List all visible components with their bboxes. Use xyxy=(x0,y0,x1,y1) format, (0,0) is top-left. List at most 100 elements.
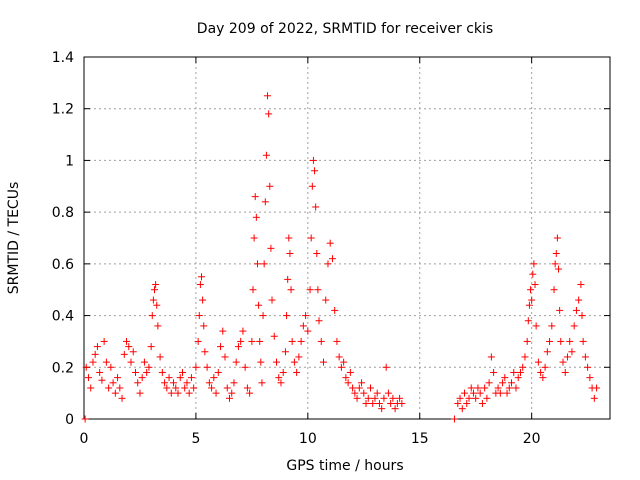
data-points xyxy=(81,92,601,423)
data-point xyxy=(521,353,529,361)
data-point xyxy=(284,275,292,283)
data-point xyxy=(96,368,104,376)
data-point xyxy=(382,363,390,371)
data-point xyxy=(223,384,231,392)
x-tick-label: 0 xyxy=(80,431,89,447)
x-tick-label: 5 xyxy=(191,431,200,447)
data-point xyxy=(556,306,564,314)
data-point xyxy=(116,384,124,392)
data-point xyxy=(566,337,574,345)
axis-ticks xyxy=(83,56,610,420)
data-point xyxy=(287,286,295,294)
data-point xyxy=(145,363,153,371)
gridlines xyxy=(84,57,610,419)
data-point xyxy=(277,379,285,387)
data-point xyxy=(317,337,325,345)
data-point xyxy=(205,379,213,387)
data-point xyxy=(333,337,341,345)
data-point xyxy=(208,384,216,392)
data-point xyxy=(322,296,330,304)
y-tick-label: 0.6 xyxy=(52,257,74,273)
data-point xyxy=(281,348,289,356)
data-point xyxy=(335,353,343,361)
x-tick-label: 20 xyxy=(523,431,541,447)
y-axis-title: SRMTID / TECUs xyxy=(6,182,22,295)
data-point xyxy=(481,384,489,392)
data-point xyxy=(541,363,549,371)
data-point xyxy=(200,322,208,330)
data-point xyxy=(285,234,293,242)
data-point xyxy=(355,384,363,392)
data-point xyxy=(246,389,254,397)
data-point xyxy=(369,399,377,407)
data-point xyxy=(360,389,368,397)
data-point xyxy=(494,384,502,392)
data-point xyxy=(192,363,200,371)
data-point xyxy=(81,415,89,423)
data-point xyxy=(295,353,303,361)
data-point xyxy=(302,312,310,320)
data-point xyxy=(272,358,280,366)
data-point xyxy=(221,353,229,361)
data-point xyxy=(299,322,307,330)
data-point xyxy=(530,260,538,268)
data-point xyxy=(111,389,119,397)
data-point xyxy=(523,337,531,345)
data-point xyxy=(557,337,565,345)
data-point xyxy=(450,415,458,423)
data-point xyxy=(118,394,126,402)
data-point xyxy=(539,374,547,382)
data-point xyxy=(389,394,397,402)
data-point xyxy=(572,306,580,314)
data-point xyxy=(561,368,569,376)
data-point xyxy=(456,394,464,402)
data-point xyxy=(260,260,268,268)
data-point xyxy=(183,379,191,387)
data-point xyxy=(187,374,195,382)
data-point xyxy=(267,244,275,252)
data-point xyxy=(105,384,113,392)
data-point xyxy=(577,281,585,289)
data-point xyxy=(543,348,551,356)
data-point xyxy=(176,374,184,382)
data-point xyxy=(100,337,108,345)
data-point xyxy=(331,306,339,314)
data-point xyxy=(315,317,323,325)
data-point xyxy=(324,260,332,268)
data-point xyxy=(581,353,589,361)
data-point xyxy=(367,384,375,392)
data-point xyxy=(167,389,175,397)
data-point xyxy=(532,322,540,330)
data-point xyxy=(217,343,225,351)
data-point xyxy=(351,389,359,397)
data-point xyxy=(575,296,583,304)
data-point xyxy=(346,368,354,376)
data-point xyxy=(248,337,256,345)
data-point xyxy=(210,374,218,382)
data-point xyxy=(147,343,155,351)
data-point xyxy=(239,327,247,335)
data-point xyxy=(237,337,245,345)
data-point xyxy=(190,384,198,392)
data-point xyxy=(311,167,319,175)
data-point xyxy=(590,394,598,402)
y-tick-label: 0.4 xyxy=(52,309,74,325)
data-point xyxy=(342,374,350,382)
data-point xyxy=(467,384,475,392)
data-point xyxy=(286,250,294,258)
data-point xyxy=(550,286,558,294)
plot-frame xyxy=(83,56,611,420)
data-point xyxy=(555,265,563,273)
data-point xyxy=(353,394,361,402)
data-point xyxy=(563,353,571,361)
data-point xyxy=(483,394,491,402)
data-point xyxy=(454,399,462,407)
data-point xyxy=(508,379,516,387)
data-point xyxy=(127,358,135,366)
data-point xyxy=(308,182,316,190)
data-point xyxy=(165,374,173,382)
x-tick-labels: 0 5 10 15 20 xyxy=(80,431,541,447)
data-point xyxy=(584,363,592,371)
data-point xyxy=(148,312,156,320)
